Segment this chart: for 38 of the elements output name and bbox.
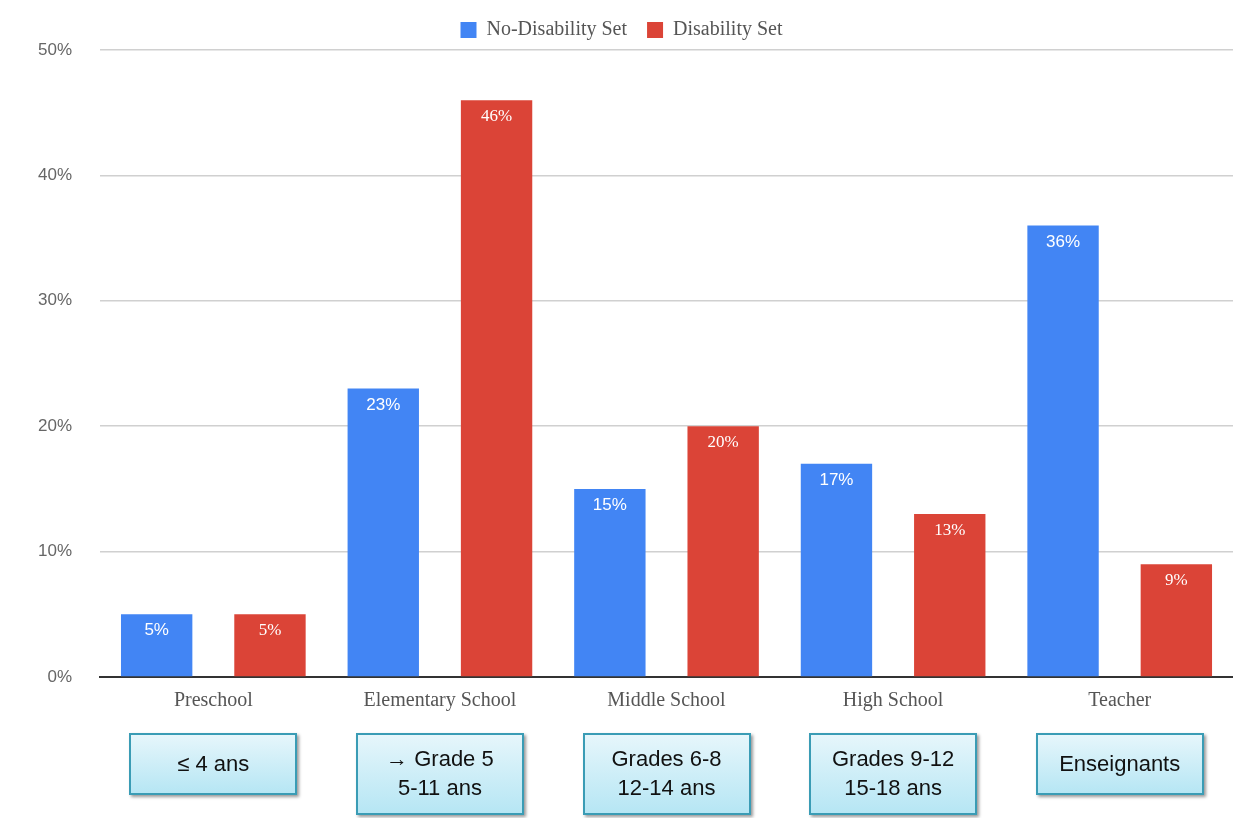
x-tick-label: Elementary School [363, 688, 517, 712]
bar [914, 513, 986, 677]
bar [460, 100, 533, 677]
text: → Grade 5 5-11 ans [355, 733, 524, 815]
y-tick-label: 0% [47, 666, 73, 686]
x-tick-label: High School [842, 688, 944, 712]
y-tick-label: 30% [37, 290, 73, 310]
bar [800, 463, 873, 677]
bar [347, 388, 419, 677]
data-label: 36% [1046, 231, 1081, 251]
data-label: 5% [144, 620, 169, 640]
x-tick-label: Teacher [1088, 688, 1152, 711]
data-label: 46% [480, 106, 513, 126]
data-label: 23% [366, 394, 401, 414]
bar [1027, 225, 1099, 677]
text: Enseignants [1035, 733, 1204, 795]
text: ≤ 4 ans [129, 733, 298, 795]
text: Grades 6-8 12-14 ans [582, 733, 751, 815]
y-tick-label: 40% [37, 165, 73, 185]
x-tick-label: Middle School [607, 688, 727, 711]
y-tick-label: 20% [37, 415, 73, 435]
bar [1140, 564, 1213, 677]
data-label: 5% [258, 620, 282, 640]
legend-label: No-Disability Set [486, 17, 628, 41]
data-label: 13% [934, 519, 966, 539]
bar [120, 614, 193, 677]
data-label: 9% [1165, 570, 1188, 590]
bar [234, 614, 306, 677]
x-tick-label: Preschool [173, 688, 254, 711]
data-label: 20% [707, 432, 739, 452]
y-tick-label: 50% [37, 39, 73, 59]
text: Grades 9-12 15-18 ans [809, 733, 978, 815]
data-label: 17% [819, 470, 854, 490]
data-label: 15% [592, 495, 627, 515]
bar [687, 426, 759, 677]
legend-label: Disability Set [673, 17, 783, 41]
y-tick-label: 10% [37, 541, 73, 561]
bar [574, 488, 646, 677]
